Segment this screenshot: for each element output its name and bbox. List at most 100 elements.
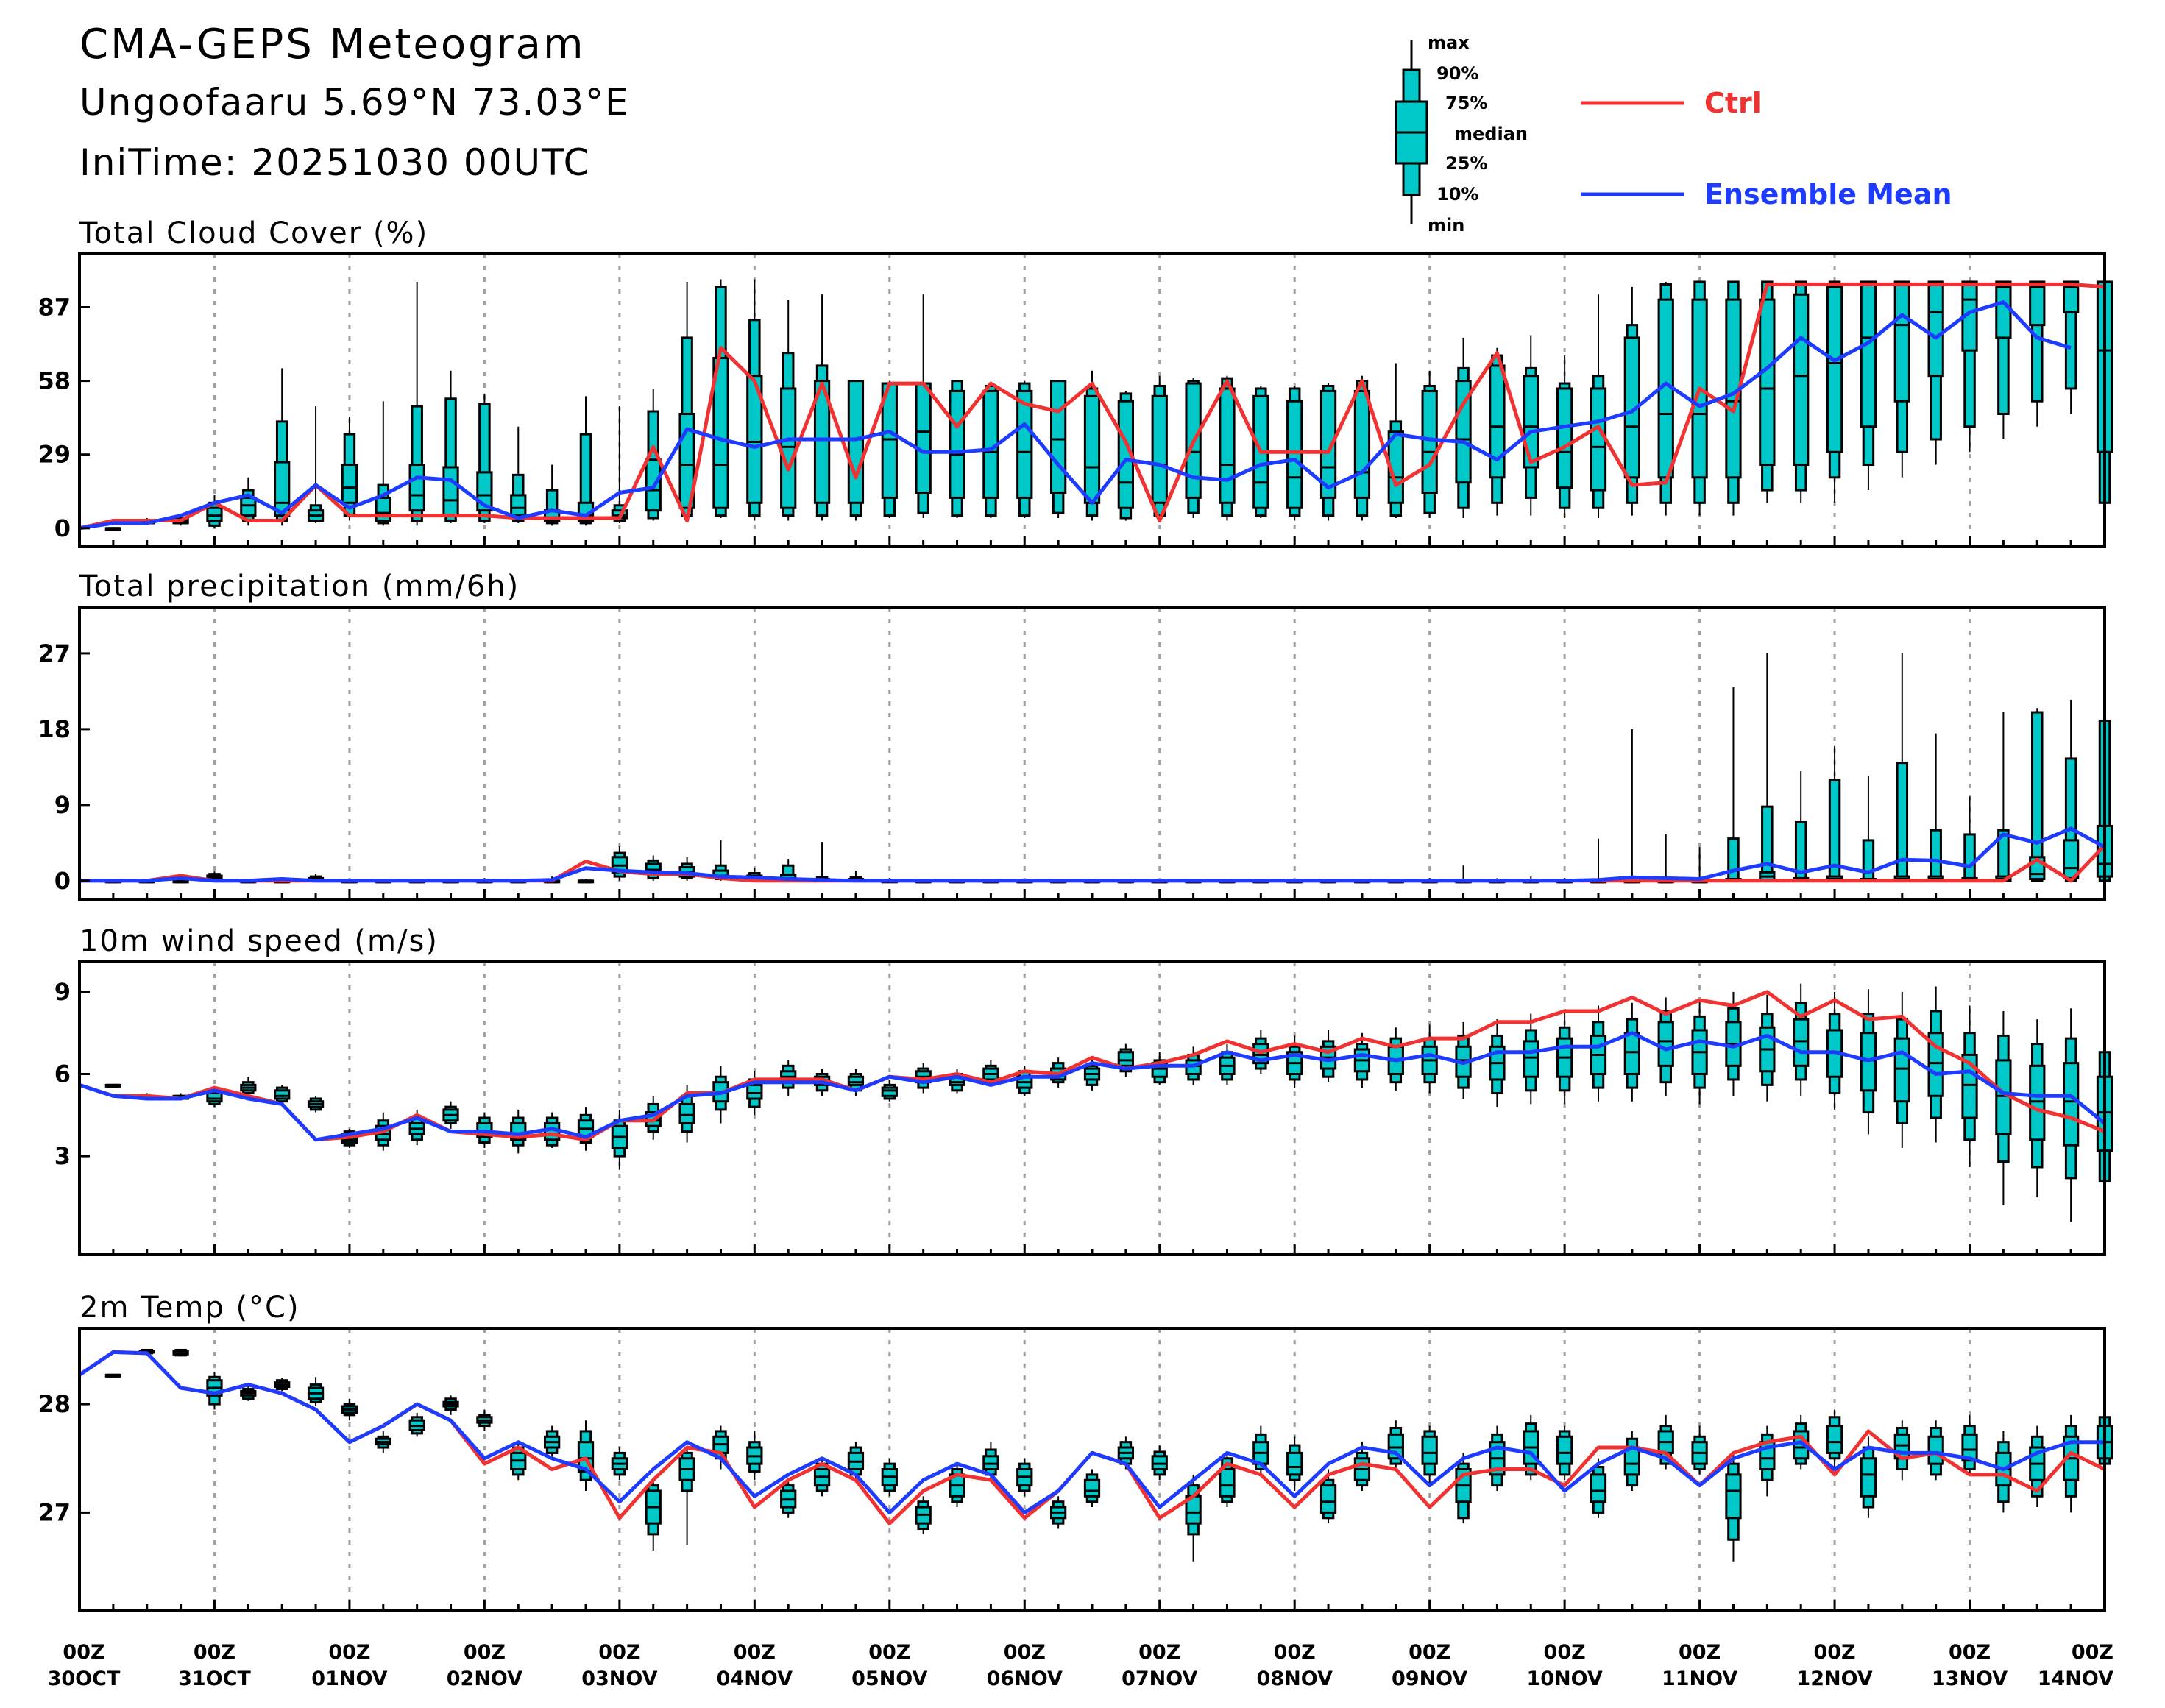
box-plot xyxy=(1050,380,1067,519)
box-plot xyxy=(1893,1420,1910,1481)
box-plot xyxy=(1657,1414,1674,1470)
box-25-75 xyxy=(1860,1457,1877,1498)
box-plot xyxy=(1387,363,1404,519)
box-plot xyxy=(240,1077,257,1096)
box-25-75 xyxy=(206,506,223,522)
box-25-75 xyxy=(1319,389,1337,499)
box-10-90 xyxy=(1761,805,1774,882)
box-plot xyxy=(1151,1052,1168,1085)
box-25-75 xyxy=(2029,1064,2046,1141)
box-plot xyxy=(307,406,325,523)
x-tick-hour: 00Z xyxy=(1004,1641,1046,1664)
ensemble-mean-line xyxy=(79,826,2106,883)
box-25-75 xyxy=(1860,280,1877,428)
box-plot xyxy=(577,1107,595,1151)
x-tick-hour: 00Z xyxy=(1138,1641,1180,1664)
ensemble-mean-line xyxy=(79,300,2072,531)
box-25-75 xyxy=(1793,293,1810,467)
box-25-75 xyxy=(678,1102,695,1124)
x-tick-date: 08NOV xyxy=(1257,1668,1333,1690)
box-25-75 xyxy=(949,389,965,499)
box-25-75 xyxy=(1793,1018,1810,1067)
box-25-75 xyxy=(1927,1435,1944,1465)
y-tick-label: 3 xyxy=(54,1142,71,1170)
box-plot xyxy=(1725,280,1742,516)
x-tick-date: 07NOV xyxy=(1122,1668,1197,1690)
box-plot xyxy=(1927,1420,1944,1481)
y-tick-label: 0 xyxy=(54,514,71,542)
box-plot xyxy=(104,1083,121,1088)
box-25-75 xyxy=(341,464,358,504)
box-25-75 xyxy=(1590,1473,1607,1503)
box-plot xyxy=(2029,1019,2046,1197)
box-plot xyxy=(442,370,459,523)
box-25-75 xyxy=(847,380,865,504)
box-plot xyxy=(1151,1445,1168,1481)
box-plot xyxy=(1793,983,1810,1096)
box-plot xyxy=(746,1071,763,1116)
box-10-90 xyxy=(579,433,592,525)
box-10-90 xyxy=(1862,839,1875,882)
box-10-90 xyxy=(1727,837,1740,882)
box-plot xyxy=(1590,1005,1607,1102)
box-plot xyxy=(746,279,763,521)
box-plot xyxy=(2063,280,2080,414)
box-plot xyxy=(1893,280,1910,478)
x-tick-hour: 00Z xyxy=(464,1641,506,1664)
legend-box-label: 25% xyxy=(1445,153,1487,174)
box-plot xyxy=(274,1378,291,1392)
box-25-75 xyxy=(1286,1451,1303,1476)
box-plot xyxy=(1759,994,1776,1102)
box-plot xyxy=(1623,286,1640,516)
box-plot xyxy=(2063,699,2080,882)
box-25-75 xyxy=(780,387,797,509)
box-plot xyxy=(1826,280,1843,503)
box-plot xyxy=(1623,1002,1640,1102)
x-tick-hour: 00Z xyxy=(734,1641,776,1664)
x-tick: 00Z 31OCT xyxy=(178,1641,251,1690)
box-plot xyxy=(1286,1035,1303,1088)
box-25-75 xyxy=(2029,280,2046,327)
box-plot xyxy=(206,495,223,528)
box-plot xyxy=(1050,1496,1067,1529)
y-tick-label: 28 xyxy=(38,1390,71,1418)
box-plot xyxy=(1421,370,1438,519)
x-tick: 00Z 02NOV xyxy=(447,1641,522,1690)
box-plot xyxy=(1927,986,1944,1143)
x-tick-hour: 00Z xyxy=(868,1641,910,1664)
box-plot xyxy=(577,396,595,526)
x-tick: 00Z 04NOV xyxy=(717,1641,793,1690)
box-plot xyxy=(1860,1436,1877,1518)
legend-box-label: median xyxy=(1454,124,1528,144)
x-tick-hour: 00Z xyxy=(194,1641,235,1664)
box-plot xyxy=(510,1442,527,1481)
x-tick-date: 01NOV xyxy=(311,1668,387,1690)
x-tick-date: 13NOV xyxy=(1932,1668,2008,1690)
x-tick: 00Z 05NOV xyxy=(851,1641,927,1690)
box-plot xyxy=(780,1480,797,1518)
box-plot xyxy=(982,1442,999,1481)
box-25-75 xyxy=(1523,375,1539,469)
x-tick-hour: 00Z xyxy=(1409,1641,1450,1664)
box-plot xyxy=(1927,280,1944,465)
box-plot xyxy=(1623,729,1640,884)
box-plot xyxy=(274,1085,291,1105)
box-plot xyxy=(678,1447,695,1545)
y-tick-label: 87 xyxy=(38,293,71,321)
box-25-75 xyxy=(1489,364,1506,479)
box-plot xyxy=(1252,1425,1269,1475)
box-25-75 xyxy=(1623,1032,1640,1076)
box-25-75 xyxy=(1083,1478,1101,1498)
box-plot xyxy=(1117,1436,1134,1470)
box-plot xyxy=(1691,1425,1708,1475)
x-tick-date: 09NOV xyxy=(1392,1668,1467,1690)
box-plot xyxy=(172,1348,189,1357)
box-25-75 xyxy=(1556,1435,1573,1465)
box-25-75 xyxy=(746,1083,763,1100)
y-tick-label: 58 xyxy=(38,367,71,395)
box-25-75 xyxy=(1319,1484,1337,1514)
box-25-75 xyxy=(274,1089,291,1100)
y-tick-label: 27 xyxy=(38,639,71,667)
box-plot xyxy=(780,300,797,521)
box-plot xyxy=(813,1458,831,1497)
